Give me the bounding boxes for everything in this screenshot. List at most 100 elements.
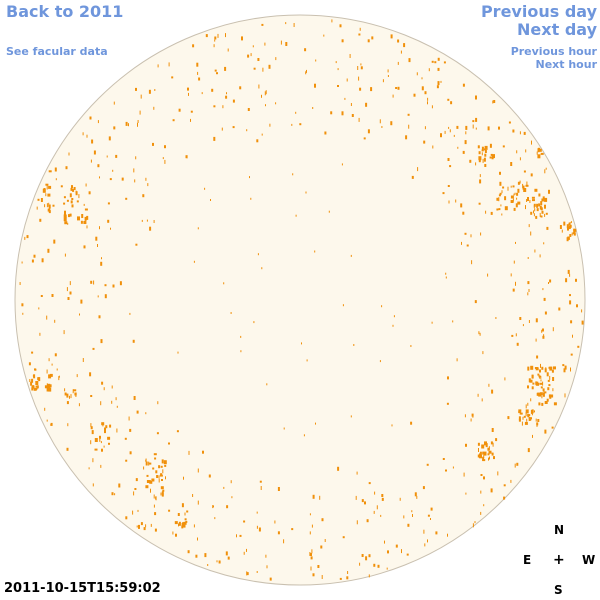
facula-mark	[48, 210, 51, 214]
facula-mark	[136, 525, 138, 528]
facula-mark	[36, 388, 38, 390]
facula-mark	[91, 139, 94, 144]
facula-mark	[90, 395, 93, 397]
previous-hour-link[interactable]: Previous hour	[510, 45, 597, 58]
facula-mark	[521, 421, 523, 426]
facula-mark	[519, 317, 522, 320]
facula-mark	[573, 232, 576, 236]
facula-mark	[155, 470, 158, 474]
next-hour-link[interactable]: Next hour	[535, 58, 598, 71]
facula-mark	[92, 458, 94, 463]
facula-mark	[501, 190, 503, 194]
facula-mark	[190, 110, 193, 113]
facula-mark	[104, 284, 107, 287]
facula-mark	[528, 417, 531, 420]
facula-mark	[69, 193, 72, 198]
facula-mark	[533, 210, 534, 214]
facula-mark	[493, 100, 496, 103]
next-day-link[interactable]: Next day	[517, 20, 597, 39]
facula-mark	[38, 377, 41, 382]
facula-mark	[489, 143, 492, 148]
facula-mark	[330, 111, 333, 115]
facula-mark	[204, 553, 207, 558]
facula-mark	[361, 554, 364, 557]
facula-mark	[534, 188, 538, 192]
facula-mark	[309, 552, 311, 556]
facula-mark	[544, 197, 548, 202]
facula-mark	[243, 551, 245, 555]
facula-mark	[558, 307, 561, 311]
facula-mark	[148, 89, 151, 94]
facula-mark	[321, 575, 323, 579]
facula-mark	[84, 208, 88, 211]
facula-mark	[374, 491, 376, 495]
facula-mark	[312, 107, 314, 109]
facula-mark	[537, 154, 541, 159]
facula-mark	[46, 203, 48, 208]
facula-mark	[448, 126, 450, 129]
facula-mark	[275, 102, 277, 105]
facula-mark	[507, 416, 510, 420]
facula-mark	[146, 474, 149, 477]
facula-mark	[478, 156, 482, 161]
facula-mark	[435, 531, 438, 535]
facula-mark	[152, 467, 155, 470]
facula-mark	[140, 522, 143, 526]
facula-mark	[148, 461, 150, 466]
facula-mark	[291, 528, 294, 531]
facula-mark	[260, 486, 262, 490]
facula-mark	[525, 404, 527, 409]
facula-mark	[69, 291, 72, 295]
facula-mark	[149, 226, 152, 231]
facula-mark	[145, 461, 148, 466]
facula-mark	[448, 200, 450, 204]
facula-mark	[314, 83, 316, 88]
facula-mark	[544, 169, 546, 174]
facula-mark	[68, 152, 70, 156]
facula-mark	[408, 58, 411, 63]
facula-mark	[129, 428, 132, 432]
facula-mark	[227, 48, 229, 52]
facula-mark	[135, 478, 138, 482]
back-to-year-link[interactable]: Back to 2011	[6, 2, 124, 21]
facula-mark	[97, 164, 100, 168]
facula-mark	[47, 248, 50, 253]
facula-mark	[111, 492, 114, 496]
facula-mark	[48, 204, 51, 209]
facula-mark	[525, 184, 529, 187]
facula-mark	[39, 332, 41, 336]
facula-mark	[449, 165, 452, 168]
facula-mark	[490, 153, 493, 156]
facula-mark	[196, 62, 199, 67]
facula-mark	[447, 185, 450, 187]
facula-mark	[24, 236, 26, 240]
facula-mark	[240, 350, 242, 353]
facula-mark	[34, 368, 36, 371]
facula-mark	[265, 90, 267, 95]
facula-mark	[107, 202, 110, 205]
facula-mark	[225, 95, 228, 99]
facula-mark	[249, 176, 250, 179]
facula-mark	[498, 194, 501, 197]
previous-day-link[interactable]: Previous day	[480, 2, 597, 21]
facula-mark	[94, 438, 98, 442]
facula-mark	[484, 150, 487, 153]
facula-mark	[50, 422, 53, 426]
facula-mark	[515, 281, 516, 286]
facula-mark	[140, 94, 142, 99]
facula-mark	[350, 254, 352, 257]
see-facular-data-link[interactable]: See facular data	[6, 45, 108, 58]
facula-mark	[252, 45, 254, 48]
facula-mark	[534, 410, 535, 413]
facula-mark	[207, 564, 209, 566]
facula-mark	[115, 154, 118, 158]
facula-mark	[510, 200, 514, 203]
facula-mark	[197, 227, 199, 230]
facula-mark	[531, 417, 532, 420]
facula-mark	[195, 554, 198, 558]
facula-mark	[407, 113, 410, 116]
facula-mark	[339, 24, 342, 28]
facula-mark	[204, 187, 206, 190]
facula-mark	[495, 438, 498, 442]
facula-mark	[522, 416, 524, 420]
